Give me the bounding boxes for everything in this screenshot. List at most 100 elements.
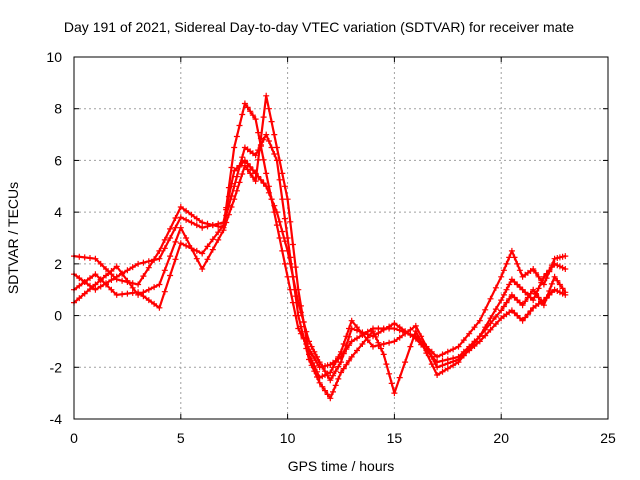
data-point — [316, 359, 323, 366]
data-marker — [492, 313, 499, 320]
y-tick-label: -2 — [50, 359, 63, 375]
data-point — [231, 144, 238, 151]
data-point — [391, 320, 398, 327]
data-point — [199, 250, 206, 257]
data-marker — [103, 266, 109, 272]
data-marker — [167, 253, 174, 260]
data-marker — [172, 224, 179, 231]
data-marker — [108, 268, 115, 274]
data-point — [295, 286, 302, 293]
data-point — [273, 144, 280, 151]
data-marker — [308, 343, 315, 350]
data-marker — [292, 264, 299, 271]
data-point — [348, 338, 355, 345]
data-point — [177, 240, 184, 247]
data-point — [113, 291, 120, 298]
data-marker — [249, 112, 256, 119]
data-point — [338, 369, 344, 376]
data-marker — [239, 154, 246, 161]
data-marker — [247, 108, 254, 115]
data-marker — [359, 330, 366, 337]
data-marker — [516, 267, 523, 274]
data-marker — [308, 357, 315, 364]
data-marker — [183, 235, 190, 241]
x-tick-label: 5 — [177, 430, 185, 446]
data-point — [177, 204, 184, 210]
data-marker — [402, 330, 409, 337]
data-marker — [87, 286, 93, 293]
data-marker — [559, 264, 566, 271]
data-marker — [265, 105, 272, 112]
data-point — [498, 307, 505, 314]
data-marker — [354, 324, 360, 331]
data-marker — [527, 290, 534, 297]
data-marker — [233, 187, 240, 194]
plot-frame — [73, 56, 609, 420]
data-point — [156, 281, 163, 288]
data-point — [252, 178, 259, 185]
data-marker — [228, 204, 235, 210]
data-marker — [151, 284, 158, 291]
data-marker — [402, 359, 409, 366]
data-marker — [503, 286, 510, 293]
data-marker — [281, 215, 288, 222]
data-marker — [364, 337, 371, 344]
data-point — [199, 224, 206, 231]
data-marker — [271, 131, 278, 138]
data-marker — [506, 254, 513, 261]
data-marker — [396, 334, 403, 341]
data-marker — [209, 222, 216, 229]
data-point — [263, 92, 270, 99]
data-point — [273, 222, 280, 229]
data-point — [177, 214, 184, 221]
data-marker — [151, 300, 158, 307]
y-tick-label: 8 — [54, 101, 62, 117]
data-marker — [556, 281, 563, 288]
series-2 — [71, 157, 569, 384]
data-marker — [343, 361, 350, 368]
data-marker — [276, 235, 283, 241]
x-tick-label: 0 — [70, 430, 78, 446]
y-axis-label: SDTVAR / TECUs — [5, 182, 21, 294]
data-marker — [204, 256, 211, 263]
data-marker — [215, 220, 222, 227]
data-marker — [407, 343, 414, 350]
data-marker — [239, 171, 246, 177]
data-marker — [332, 359, 339, 366]
data-point — [562, 266, 569, 272]
data-marker — [129, 264, 136, 271]
data-marker — [332, 368, 339, 375]
data-marker — [236, 179, 243, 186]
data-point — [327, 377, 334, 384]
data-marker — [535, 273, 542, 280]
tick-layer: 0 5 10 15 20 25 -4 -2 0 2 4 6 8 10 — [46, 49, 616, 446]
data-point — [113, 273, 120, 280]
data-marker — [204, 243, 211, 250]
data-marker — [554, 288, 561, 294]
data-marker — [239, 111, 246, 118]
data-marker — [423, 343, 430, 350]
data-marker — [172, 238, 179, 245]
data-marker — [511, 254, 518, 261]
data-marker — [81, 290, 88, 297]
data-marker — [314, 368, 320, 375]
data-marker — [386, 370, 393, 377]
chart-title: Day 191 of 2021, Sidereal Day-to-day VTE… — [64, 19, 574, 35]
data-marker — [193, 222, 200, 229]
data-point — [455, 343, 462, 350]
data-point — [380, 351, 387, 358]
data-point — [519, 302, 526, 309]
data-marker — [249, 174, 256, 181]
data-point — [295, 312, 302, 319]
data-marker — [386, 339, 393, 346]
data-marker — [300, 319, 307, 325]
data-marker — [236, 122, 243, 129]
data-marker — [482, 326, 489, 333]
data-marker — [204, 223, 211, 230]
data-marker — [97, 283, 104, 290]
data-point — [241, 157, 248, 164]
data-marker — [145, 286, 152, 293]
data-point — [92, 271, 99, 278]
data-marker — [482, 306, 489, 313]
